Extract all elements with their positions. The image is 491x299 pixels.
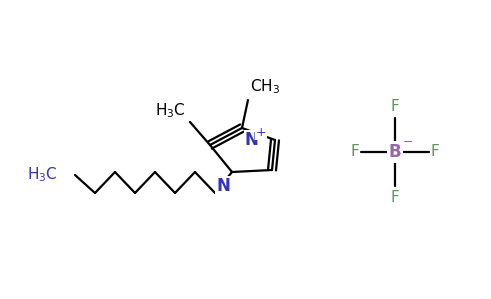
Text: CH$_3$: CH$_3$ — [250, 77, 280, 96]
Text: +: + — [256, 126, 267, 139]
Text: F: F — [391, 190, 399, 205]
Text: F: F — [431, 144, 440, 159]
Text: H$_3$C: H$_3$C — [27, 166, 58, 184]
Text: B: B — [389, 143, 401, 161]
Text: H$_3$C: H$_3$C — [155, 101, 186, 120]
Text: N: N — [245, 131, 259, 149]
Text: F: F — [350, 144, 359, 159]
Text: N: N — [216, 177, 230, 195]
Text: −: − — [403, 135, 413, 149]
Text: F: F — [391, 99, 399, 114]
